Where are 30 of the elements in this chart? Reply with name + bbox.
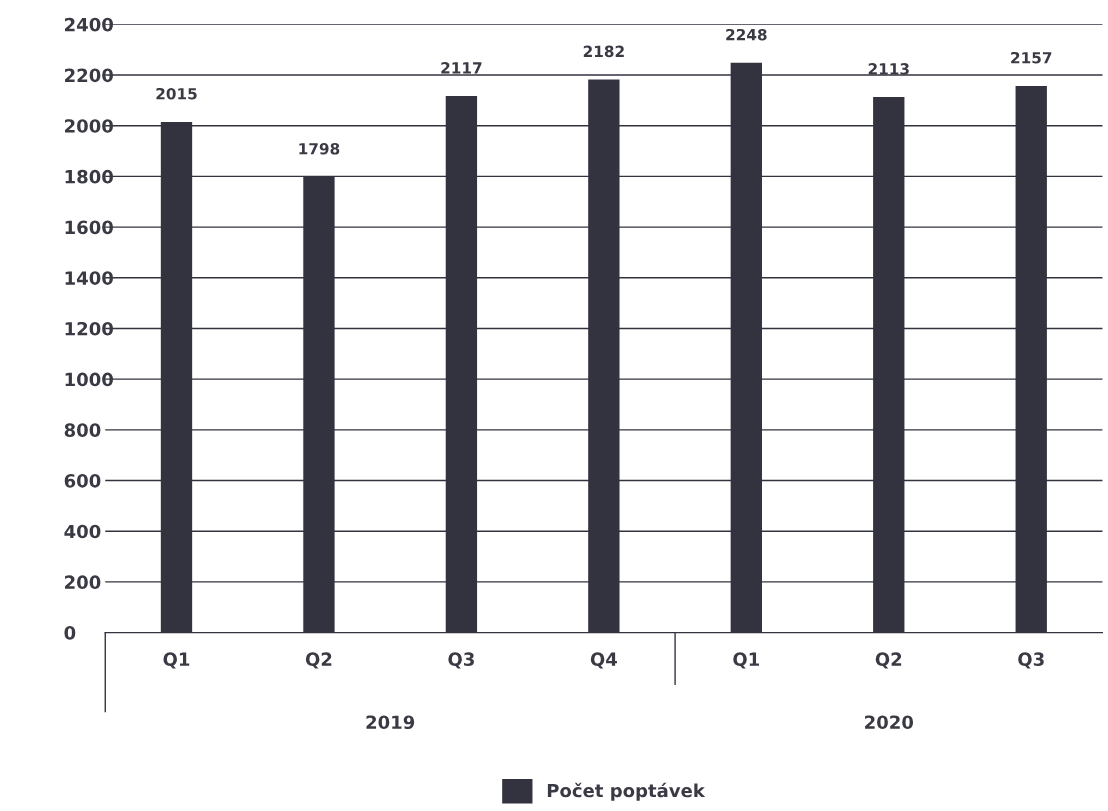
legend-label: Počet poptávek [547, 782, 706, 801]
x-tick-label: Q3 [448, 652, 474, 669]
x-tick-label: Q2 [305, 652, 332, 669]
y-tick-label: 1800 [65, 169, 113, 184]
y-tick-label: 2200 [65, 68, 113, 83]
x-tick-label: Q1 [733, 652, 760, 669]
y-tick-label: 1400 [65, 271, 113, 285]
y-tick-label: 600 [64, 473, 101, 488]
y-tick-label: 400 [64, 524, 101, 539]
y-tick-label: 800 [64, 423, 101, 437]
data-label: 2248 [726, 28, 767, 41]
y-tick-label: 1200 [65, 321, 113, 336]
y-tick-label: 200 [65, 575, 101, 590]
data-label: 2117 [441, 62, 482, 74]
x-tick-label: Q4 [590, 652, 617, 669]
data-label: 2113 [868, 63, 909, 75]
text: 2019 [366, 715, 415, 730]
data-label: 1798 [299, 142, 340, 155]
x-tick-label: Q1 [163, 652, 190, 669]
y-tick-label: 2000 [65, 119, 113, 133]
y-tick-label: 1600 [65, 220, 113, 235]
text: 2020 [865, 715, 914, 730]
data-label: 2157 [1011, 51, 1052, 64]
y-tick-label: 2400 [65, 17, 113, 32]
data-label: 2182 [583, 45, 624, 58]
data-label: 2015 [156, 87, 197, 100]
x-tick-label: Q3 [1018, 652, 1044, 669]
x-tick-label: Q2 [875, 652, 902, 669]
y-tick-label: 0 [64, 626, 76, 640]
y-tick-label: 1000 [65, 372, 113, 387]
